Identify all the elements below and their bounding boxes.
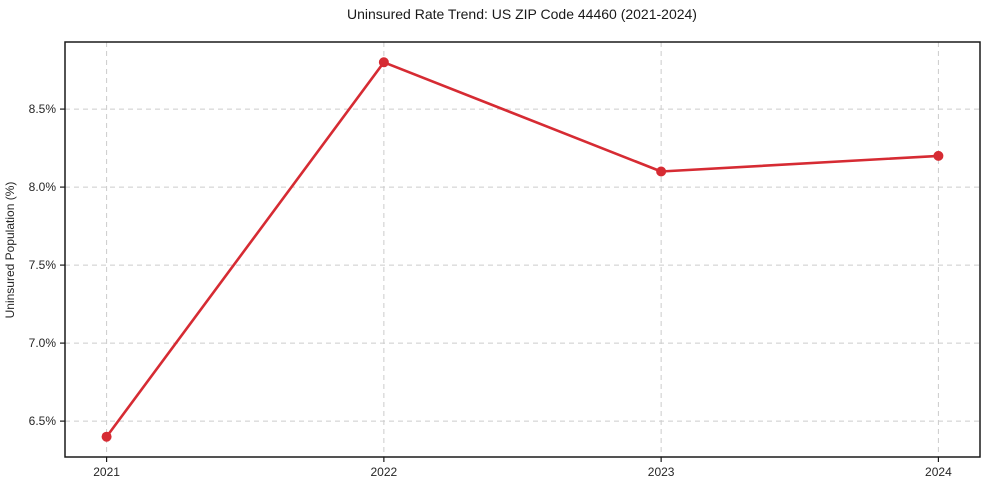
x-tick-label: 2023 (648, 465, 675, 479)
x-tick-label: 2024 (925, 465, 952, 479)
data-point-marker (656, 166, 667, 177)
x-tick-label: 2021 (93, 465, 120, 479)
y-tick-label: 8.0% (29, 180, 57, 194)
y-axis-label: Uninsured Population (%) (3, 182, 17, 319)
y-tick-label: 6.5% (29, 414, 57, 428)
y-tick-label: 7.0% (29, 336, 57, 350)
data-point-marker (101, 431, 112, 442)
y-tick-label: 7.5% (29, 258, 57, 272)
y-tick-label: 8.5% (29, 102, 57, 116)
x-tick-label: 2022 (371, 465, 398, 479)
series-line (105, 60, 940, 439)
plot-border (64, 41, 981, 458)
data-point-marker (378, 57, 389, 68)
data-point-marker (933, 150, 944, 161)
plot-layer: 2021 2022 2023 2024 6.5% 7.0% 7.5% 8.0% 8.5% (29, 41, 981, 479)
chart-title: Uninsured Rate Trend: US ZIP Code 44460 … (347, 6, 697, 22)
